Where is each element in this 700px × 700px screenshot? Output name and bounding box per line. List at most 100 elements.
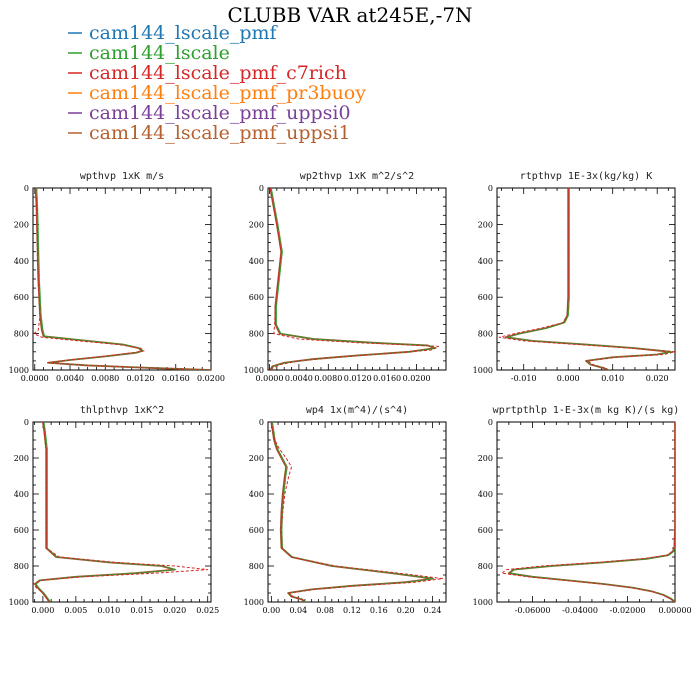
x-tick-label: 0.0120 xyxy=(127,374,155,383)
chart-panel: rtpthvp 1E-3x(kg/kg) K 0 200 400 600 800 1000 -… xyxy=(473,171,676,383)
series-line xyxy=(272,422,435,602)
x-tick-label: 0.000 xyxy=(557,374,580,383)
x-tick-label: 0.0200 xyxy=(197,374,225,383)
chart-panel: wprtpthlp 1-E-3x(m kg K)/(s kg)0 200 400 60… xyxy=(473,405,692,615)
series-line xyxy=(498,188,675,370)
x-tick-label: 0.0080 xyxy=(314,374,342,383)
legend-entry: cam144_lscale xyxy=(89,42,230,64)
y-tick-label: 800 xyxy=(249,330,264,339)
series-line xyxy=(501,422,675,602)
y-tick-label: 0 xyxy=(259,418,264,427)
x-tick-label: -0.06000 xyxy=(515,606,551,615)
plot-frame xyxy=(32,187,212,371)
series-line xyxy=(35,422,177,602)
x-tick-label: 0.00 xyxy=(262,606,280,615)
y-tick-label: 200 xyxy=(14,220,29,229)
legend-entry: cam144_lscale_pmf_pr3buoy xyxy=(89,82,366,104)
series-line xyxy=(34,188,211,370)
series-line xyxy=(270,422,444,602)
x-tick-label: 0.00000 xyxy=(658,606,691,615)
x-tick-label: 0.000 xyxy=(31,606,54,615)
x-tick-label: 0.015 xyxy=(130,606,153,615)
y-tick-label: 200 xyxy=(249,454,264,463)
plot-frame xyxy=(267,421,447,603)
y-tick-label: 400 xyxy=(14,257,29,266)
y-tick-label: 400 xyxy=(478,257,493,266)
y-tick-label: 0 xyxy=(488,418,493,427)
y-tick-label: 800 xyxy=(14,562,29,571)
panel-title: wp2thvp 1xK m^2/s^2 xyxy=(300,171,414,182)
plot-frame xyxy=(496,187,676,371)
y-tick-label: 1000 xyxy=(473,366,493,375)
x-tick-label: 0.0160 xyxy=(162,374,190,383)
y-tick-label: 800 xyxy=(249,562,264,571)
x-tick-label: 0.0040 xyxy=(56,374,84,383)
x-tick-label: -0.04000 xyxy=(562,606,598,615)
legend: cam144_lscale_pmfcam144_lscalecam144_lsc… xyxy=(68,22,366,144)
y-tick-label: 800 xyxy=(14,330,29,339)
x-tick-label: -0.02000 xyxy=(610,606,646,615)
y-tick-label: 600 xyxy=(14,526,29,535)
series-line xyxy=(509,548,675,602)
y-tick-label: 600 xyxy=(478,293,493,302)
panel-title: wp4 1x(m^4)/(s^4) xyxy=(306,405,408,416)
x-tick-label: 0.16 xyxy=(370,606,388,615)
legend-entry: cam144_lscale_pmf_c7rich xyxy=(89,62,347,84)
x-tick-label: 0.020 xyxy=(646,374,669,383)
x-tick-label: 0.020 xyxy=(163,606,186,615)
y-tick-label: 0 xyxy=(24,418,29,427)
panel-title: wpthvp 1xK m/s xyxy=(80,171,164,182)
x-tick-label: 0.0040 xyxy=(285,374,313,383)
x-tick-label: 0.0200 xyxy=(403,374,431,383)
legend-entry: cam144_lscale_pmf xyxy=(89,22,279,44)
y-tick-label: 600 xyxy=(14,293,29,302)
y-tick-label: 1000 xyxy=(244,366,264,375)
x-tick-label: 0.0000 xyxy=(21,374,49,383)
series-line xyxy=(506,188,673,370)
x-tick-label: 0.0160 xyxy=(373,374,401,383)
y-tick-label: 800 xyxy=(478,330,493,339)
y-tick-label: 1000 xyxy=(244,598,264,607)
x-tick-label: 0.0080 xyxy=(91,374,119,383)
y-tick-label: 800 xyxy=(478,562,493,571)
y-tick-label: 600 xyxy=(478,526,493,535)
chart-panel: wp2thvp 1xK m^2/s^2020040060080010000.00… xyxy=(244,171,447,383)
y-tick-label: 1000 xyxy=(9,598,29,607)
x-tick-label: -0.010 xyxy=(511,374,537,383)
x-tick-label: 0.12 xyxy=(343,606,361,615)
x-tick-label: 0.0120 xyxy=(344,374,372,383)
y-tick-label: 600 xyxy=(249,526,264,535)
x-tick-label: 0.04 xyxy=(289,606,307,615)
y-tick-label: 0 xyxy=(488,184,493,193)
x-tick-label: 0.08 xyxy=(316,606,334,615)
y-tick-label: 0 xyxy=(24,184,29,193)
y-tick-label: 200 xyxy=(478,220,493,229)
panel-title: rtpthvp 1E-3x(kg/kg) K xyxy=(520,171,652,182)
series-line xyxy=(269,188,440,370)
y-tick-label: 400 xyxy=(249,257,264,266)
y-tick-label: 200 xyxy=(478,454,493,463)
y-tick-label: 1000 xyxy=(9,366,29,375)
panel-title: thlpthvp 1xK^2 xyxy=(80,405,164,416)
x-tick-label: 0.010 xyxy=(97,606,120,615)
series-line xyxy=(36,188,211,370)
y-tick-label: 1000 xyxy=(473,598,493,607)
y-tick-label: 400 xyxy=(14,490,29,499)
y-tick-label: 200 xyxy=(14,454,29,463)
series-line xyxy=(33,188,211,370)
x-tick-label: 0.0000 xyxy=(255,374,283,383)
y-tick-label: 0 xyxy=(259,184,264,193)
x-tick-label: 0.010 xyxy=(601,374,624,383)
x-tick-label: 0.005 xyxy=(64,606,87,615)
legend-entry: cam144_lscale_pmf_uppsi1 xyxy=(89,122,351,144)
series-line xyxy=(505,188,672,370)
panel-title: wprtpthlp 1-E-3x(m kg K)/(s kg) xyxy=(493,405,680,416)
x-tick-label: 0.025 xyxy=(196,606,219,615)
figure-title: CLUBB VAR at245E,-7N xyxy=(227,3,472,27)
y-tick-label: 200 xyxy=(249,220,264,229)
x-tick-label: 0.24 xyxy=(424,606,442,615)
